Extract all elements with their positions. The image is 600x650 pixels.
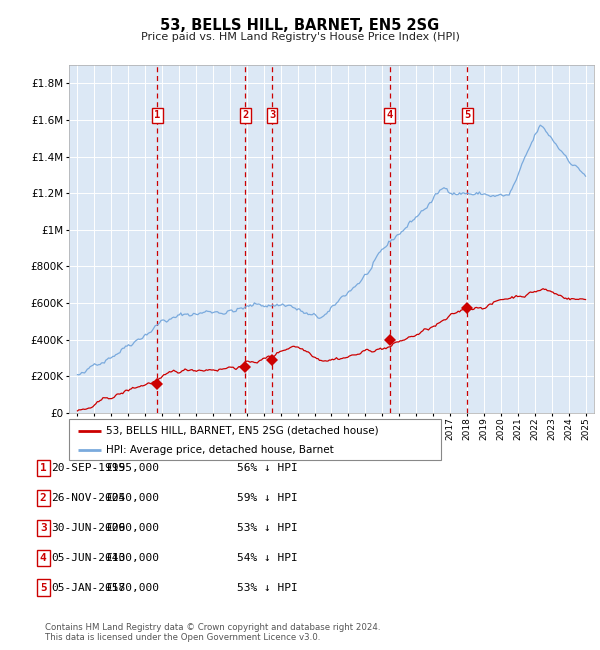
Text: 54% ↓ HPI: 54% ↓ HPI: [237, 552, 298, 563]
Text: £400,000: £400,000: [105, 552, 159, 563]
Text: 5: 5: [40, 582, 47, 593]
Text: 4: 4: [40, 552, 47, 563]
Text: £250,000: £250,000: [105, 493, 159, 503]
Text: 1: 1: [40, 463, 47, 473]
Text: 59% ↓ HPI: 59% ↓ HPI: [237, 493, 298, 503]
Text: £155,000: £155,000: [105, 463, 159, 473]
Text: 53% ↓ HPI: 53% ↓ HPI: [237, 523, 298, 533]
Text: 53, BELLS HILL, BARNET, EN5 2SG (detached house): 53, BELLS HILL, BARNET, EN5 2SG (detache…: [106, 426, 379, 436]
Text: 3: 3: [40, 523, 47, 533]
Text: 2: 2: [242, 111, 248, 120]
Text: 53% ↓ HPI: 53% ↓ HPI: [237, 582, 298, 593]
Text: 2: 2: [40, 493, 47, 503]
Text: 1: 1: [154, 111, 161, 120]
Text: 30-JUN-2006: 30-JUN-2006: [51, 523, 125, 533]
Text: HPI: Average price, detached house, Barnet: HPI: Average price, detached house, Barn…: [106, 445, 334, 455]
FancyBboxPatch shape: [69, 419, 441, 460]
Text: 05-JUN-2013: 05-JUN-2013: [51, 552, 125, 563]
Text: 3: 3: [269, 111, 275, 120]
Text: 53, BELLS HILL, BARNET, EN5 2SG: 53, BELLS HILL, BARNET, EN5 2SG: [160, 18, 440, 33]
Text: 05-JAN-2018: 05-JAN-2018: [51, 582, 125, 593]
Text: Price paid vs. HM Land Registry's House Price Index (HPI): Price paid vs. HM Land Registry's House …: [140, 32, 460, 42]
Text: 26-NOV-2004: 26-NOV-2004: [51, 493, 125, 503]
Text: £290,000: £290,000: [105, 523, 159, 533]
Text: 5: 5: [464, 111, 470, 120]
Text: 20-SEP-1999: 20-SEP-1999: [51, 463, 125, 473]
Text: Contains HM Land Registry data © Crown copyright and database right 2024.
This d: Contains HM Land Registry data © Crown c…: [45, 623, 380, 642]
Text: 4: 4: [386, 111, 393, 120]
Text: £570,000: £570,000: [105, 582, 159, 593]
Text: 56% ↓ HPI: 56% ↓ HPI: [237, 463, 298, 473]
